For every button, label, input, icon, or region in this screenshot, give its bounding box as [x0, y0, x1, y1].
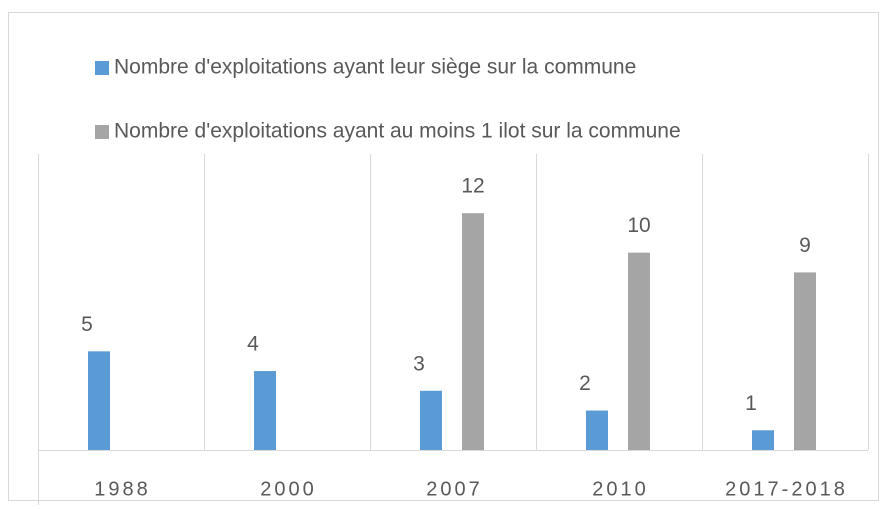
bar: [628, 252, 650, 450]
data-label: 12: [461, 175, 484, 198]
legend-swatch: [95, 61, 109, 75]
x-tick-label: 2007: [426, 478, 483, 500]
data-label: 3: [413, 352, 425, 375]
bar: [420, 390, 442, 450]
bar: [794, 272, 816, 450]
x-tick-label: 1988: [94, 478, 151, 500]
bar: [586, 410, 608, 450]
legend-swatch: [95, 125, 109, 139]
bar: [88, 351, 110, 450]
bar: [254, 371, 276, 450]
data-label: 5: [81, 313, 93, 336]
x-tick-label: 2010: [592, 478, 649, 500]
data-label: 4: [247, 333, 259, 356]
bar: [752, 430, 774, 450]
data-label: 10: [627, 214, 650, 237]
chart-border: [8, 12, 879, 501]
x-tick-label: 2017-2018: [725, 478, 848, 500]
legend-label: Nombre d'exploitations ayant au moins 1 …: [114, 120, 681, 143]
bar: [462, 213, 484, 450]
legend-label: Nombre d'exploitations ayant leur siège …: [114, 56, 636, 79]
data-label: 2: [579, 372, 591, 395]
data-label: 9: [799, 234, 811, 257]
x-tick-label: 2000: [260, 478, 317, 500]
data-label: 1: [745, 392, 757, 415]
